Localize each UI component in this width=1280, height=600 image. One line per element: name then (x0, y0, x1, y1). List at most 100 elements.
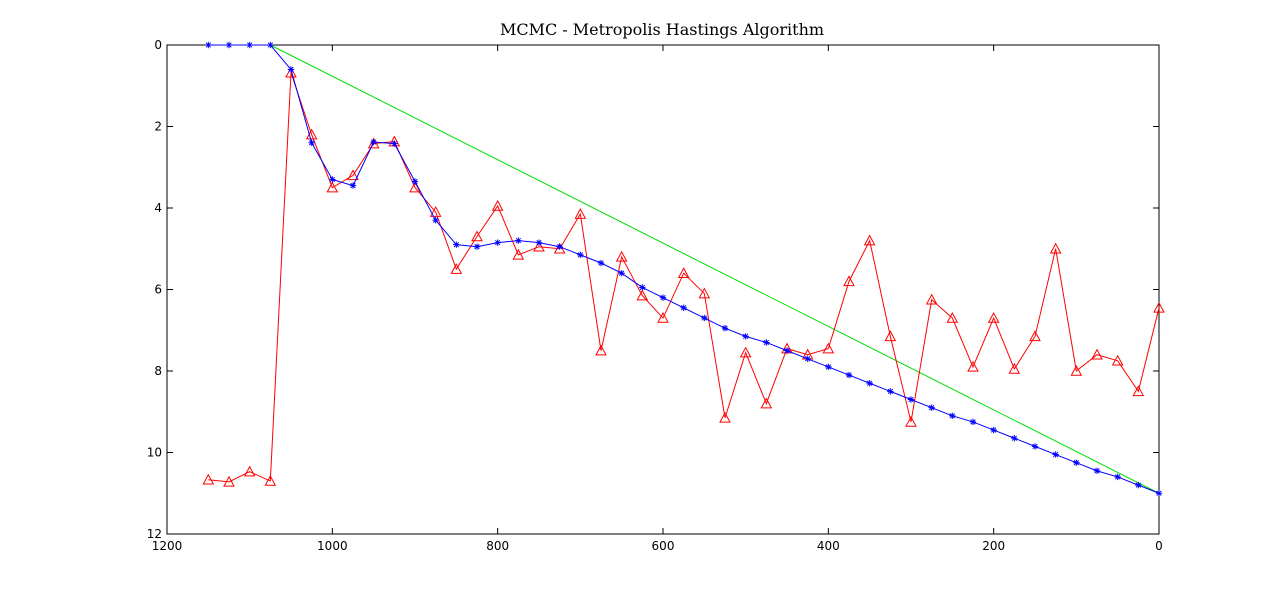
data-point-star (1031, 443, 1039, 450)
data-point-triangle (843, 275, 855, 287)
data-point-triangle (1029, 330, 1041, 342)
data-point-triangle (1132, 385, 1145, 397)
data-point-star (1011, 435, 1018, 442)
data-point-star (1073, 459, 1080, 466)
data-point-star (246, 41, 253, 49)
data-point-triangle (223, 475, 235, 487)
data-point-star (453, 241, 460, 248)
x-tick-label: 1200 (152, 539, 183, 553)
data-point-triangle (243, 465, 256, 477)
data-point-star (597, 259, 605, 267)
data-point-star (556, 243, 563, 250)
x-axis: 1200 1000 800 600 400 200 0 (152, 45, 1163, 553)
data-point-star (804, 355, 811, 362)
data-point-star (287, 66, 295, 73)
data-point-triangle (450, 263, 463, 274)
data-point-triangle (905, 415, 917, 427)
y-tick-label: 2 (154, 120, 162, 134)
data-point-star (701, 314, 708, 322)
y-tick-label: 6 (154, 283, 162, 297)
data-point-triangle (202, 473, 215, 485)
data-point-triangle (491, 199, 504, 211)
series-1 (202, 66, 1165, 487)
series-line (270, 44, 1160, 494)
chart-title: MCMC - Metropolis Hastings Algorithm (500, 20, 824, 39)
data-point-triangle (264, 474, 277, 486)
data-point-triangle (884, 330, 897, 342)
data-point-triangle (657, 311, 669, 323)
data-point-triangle (925, 293, 938, 305)
data-point-star (783, 347, 791, 354)
y-tick-label: 8 (154, 364, 162, 378)
data-point-star (370, 138, 377, 146)
data-point-triangle (574, 208, 587, 219)
data-point-star (659, 294, 667, 301)
data-point-star (990, 426, 997, 434)
data-point-star (825, 363, 832, 371)
data-point-star (1155, 490, 1163, 497)
data-point-star (763, 339, 770, 346)
data-point-triangle (326, 181, 339, 193)
data-point-star (205, 41, 212, 49)
series-line (208, 72, 1160, 483)
data-point-star (639, 284, 646, 291)
data-point-triangle (1153, 301, 1165, 313)
data-point-triangle (698, 287, 711, 299)
data-point-star (907, 396, 915, 403)
data-point-triangle (615, 250, 628, 262)
data-point-star (1052, 451, 1059, 458)
data-point-star (928, 404, 935, 411)
data-point-triangle (367, 137, 380, 149)
x-tick-label: 400 (817, 539, 840, 553)
x-tick-label: 1000 (317, 539, 348, 553)
data-point-star (432, 217, 439, 224)
data-point-triangle (285, 66, 297, 78)
data-point-star (515, 237, 522, 244)
data-point-star (267, 41, 274, 49)
data-point-star (1135, 481, 1142, 489)
data-point-star (308, 139, 315, 146)
data-point-star (1114, 473, 1121, 481)
data-point-star (473, 243, 481, 250)
data-point-triangle (1070, 364, 1083, 376)
data-point-triangle (471, 230, 483, 242)
data-point-triangle (967, 360, 979, 372)
data-point-triangle (677, 267, 690, 278)
data-point-triangle (636, 289, 649, 301)
data-point-star (535, 239, 543, 246)
data-point-triangle (533, 240, 545, 252)
data-point-triangle (946, 311, 959, 323)
data-point-triangle (512, 248, 525, 260)
data-point-triangle (822, 342, 835, 354)
data-point-star (411, 178, 419, 185)
data-point-triangle (863, 234, 876, 246)
data-point-star (742, 333, 749, 340)
data-point-star (494, 239, 501, 246)
series-layer (202, 41, 1165, 497)
data-point-star (969, 418, 977, 426)
y-tick-label: 12 (147, 527, 162, 541)
data-point-triangle (347, 169, 359, 181)
data-point-star (949, 412, 956, 420)
x-tick-label: 600 (652, 539, 675, 553)
data-point-triangle (739, 346, 752, 358)
data-point-star (845, 371, 853, 379)
data-point-triangle (719, 411, 731, 423)
data-point-star (1093, 467, 1101, 475)
data-point-triangle (595, 344, 607, 356)
data-point-star (349, 182, 357, 189)
data-point-star (329, 176, 336, 183)
data-point-star (391, 140, 398, 147)
data-point-triangle (987, 311, 1000, 323)
data-point-triangle (429, 206, 442, 217)
data-point-triangle (760, 397, 773, 409)
data-point-star (866, 380, 873, 387)
data-point-star (680, 304, 687, 312)
data-point-star (721, 325, 729, 332)
plot-area-frame (166, 44, 1160, 535)
data-point-star (887, 388, 894, 395)
data-point-triangle (409, 181, 421, 193)
y-axis: 0 2 4 6 8 10 12 (147, 38, 1159, 541)
y-tick-label: 10 (147, 446, 162, 460)
